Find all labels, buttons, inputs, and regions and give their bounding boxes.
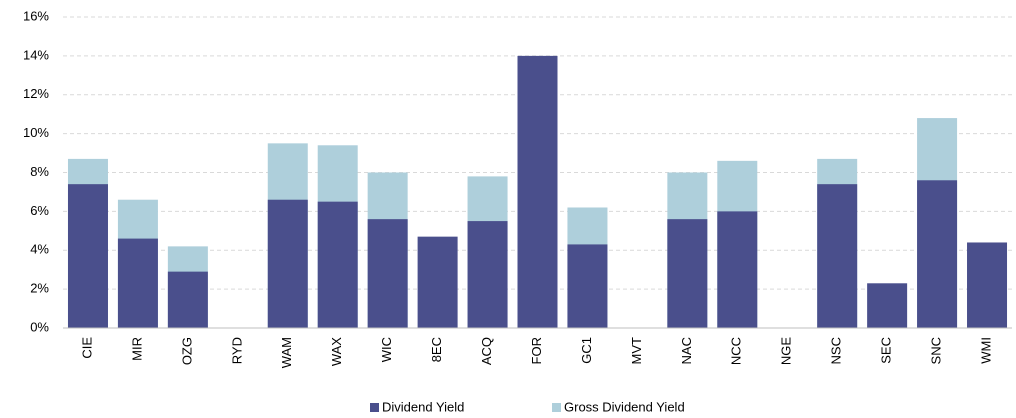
y-tick-label: 10%	[23, 125, 49, 140]
x-tick-label: OZG	[179, 337, 194, 365]
bar	[317, 201, 358, 328]
bar	[967, 242, 1008, 328]
x-tick-label: CIE	[79, 337, 94, 359]
bar	[517, 55, 558, 328]
y-tick-label: 14%	[23, 47, 49, 62]
x-tick-label: WAX	[329, 337, 344, 366]
bar	[867, 283, 908, 328]
bar	[467, 221, 508, 328]
x-tick-label: NAC	[679, 337, 694, 364]
y-tick-label: 6%	[30, 203, 49, 218]
x-tick-label: WAM	[279, 337, 294, 368]
bar	[67, 184, 108, 328]
bar	[667, 219, 708, 328]
x-tick-label: MIR	[129, 337, 144, 361]
legend-label: Gross Dividend Yield	[564, 399, 685, 414]
y-tick-label: 4%	[30, 242, 49, 257]
bar	[267, 199, 308, 328]
x-tick-label: NCC	[729, 337, 744, 365]
legend-label: Dividend Yield	[382, 399, 464, 414]
bar	[567, 244, 608, 328]
x-tick-label: WIC	[379, 337, 394, 362]
x-tick-label: 8EC	[429, 337, 444, 362]
x-tick-label: NSC	[829, 337, 844, 364]
bar	[117, 238, 158, 328]
x-tick-label: SEC	[879, 337, 894, 364]
bar	[167, 271, 208, 328]
bar	[817, 184, 858, 328]
y-tick-label: 8%	[30, 164, 49, 179]
x-tick-label: NGE	[779, 337, 794, 366]
y-tick-label: 16%	[23, 8, 49, 23]
y-tick-label: 2%	[30, 281, 49, 296]
x-tick-label: ACQ	[479, 337, 494, 365]
x-tick-label: MVT	[629, 337, 644, 365]
y-tick-label: 0%	[30, 319, 49, 334]
bar	[367, 219, 408, 328]
x-tick-label: GC1	[579, 337, 594, 364]
bar	[717, 211, 758, 328]
bar	[417, 236, 458, 328]
legend-swatch	[370, 403, 379, 412]
x-tick-label: SNC	[929, 337, 944, 364]
x-tick-label: RYD	[229, 337, 244, 364]
x-tick-label: FOR	[529, 337, 544, 364]
bar	[917, 180, 958, 328]
y-tick-label: 12%	[23, 86, 49, 101]
legend-swatch	[552, 403, 561, 412]
x-tick-label: WMI	[978, 337, 993, 364]
